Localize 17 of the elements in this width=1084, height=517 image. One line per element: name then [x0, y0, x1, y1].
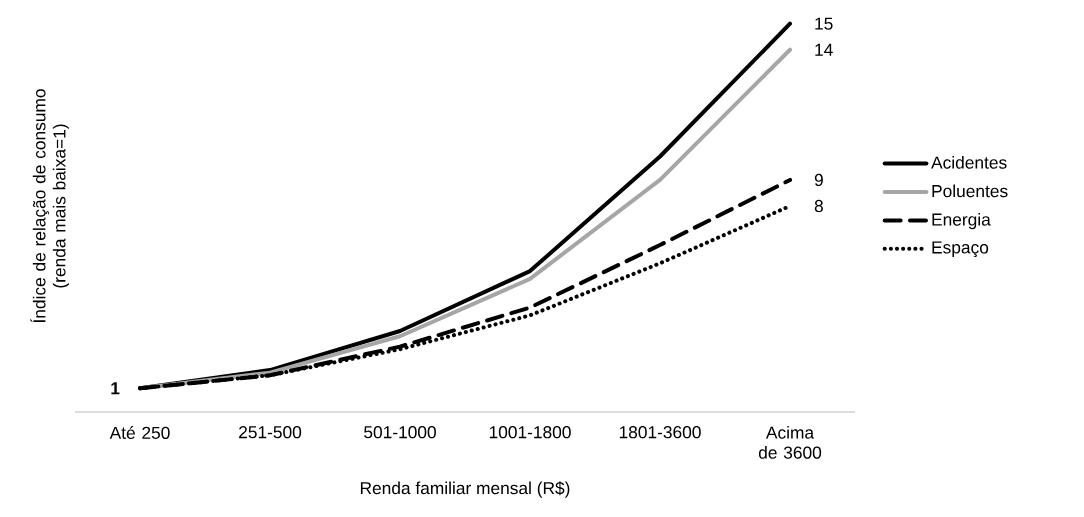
x-tick-label: 251-500 — [239, 426, 302, 439]
x-tick-label: 501-1000 — [364, 426, 436, 439]
y-axis-title: Índice de relação de consumo (renda mais baixa=1) — [30, 89, 69, 323]
data-label: 8 — [814, 199, 823, 213]
legend-label: Espaço — [932, 241, 989, 258]
x-tick-label: Acima de 3600 — [758, 426, 822, 459]
x-tick-label: Até 250 — [109, 426, 170, 439]
data-label: 15 — [815, 17, 833, 30]
x-axis-title: Renda familiar mensal (R$) — [360, 481, 570, 498]
legend-label: Poluentes — [932, 184, 1008, 198]
data-label: 9 — [814, 173, 823, 187]
legend-label: Acidentes — [931, 155, 1007, 169]
data-label: 14 — [815, 43, 833, 56]
x-tick-label: 1001-1800 — [489, 426, 571, 439]
data-label: 1 — [111, 382, 120, 395]
x-tick-label: 1801-3600 — [619, 426, 701, 439]
legend-label: Energia — [932, 212, 991, 230]
